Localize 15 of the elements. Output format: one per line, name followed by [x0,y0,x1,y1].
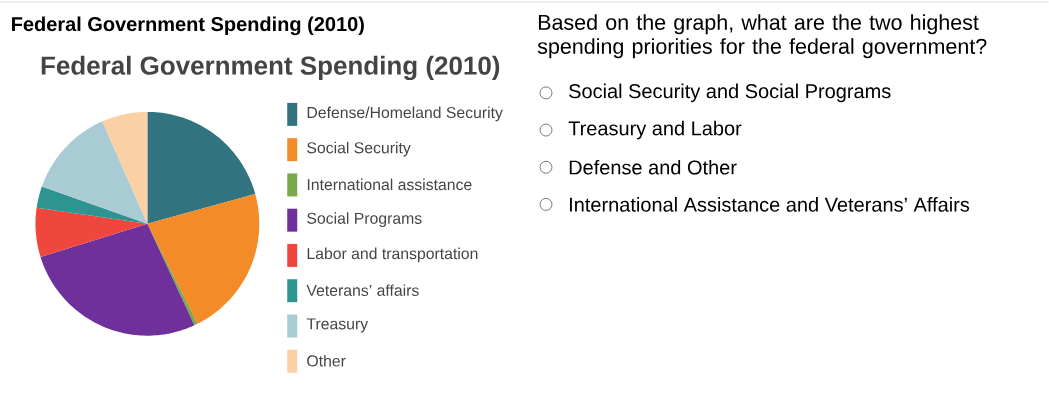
legend-label: Social Programs [307,212,422,228]
legend-label: Veterans’ affairs [306,284,419,297]
text: Federal Government Spending (2010) [12,16,364,36]
text: International Assistance and Veterans’ Affairs [570,197,970,212]
legend-label: International assistance [307,178,472,191]
text: Based on the graph, what are the two highest spending priorities for the federal government? [537,14,987,59]
legend-label: Labor and transportation [307,247,478,263]
legend-label: Other [307,355,346,367]
text: Defense and Other [569,160,737,175]
chart-title: Federal Government Spending (2010) [41,55,500,81]
legend-label: Social Security [307,142,411,157]
legend-label: Defense/Homeland Security [307,106,503,122]
text: Treasury and Labor [568,120,742,140]
text: Social Security and Social Programs [569,83,891,103]
legend-label: Treasury [306,318,369,333]
